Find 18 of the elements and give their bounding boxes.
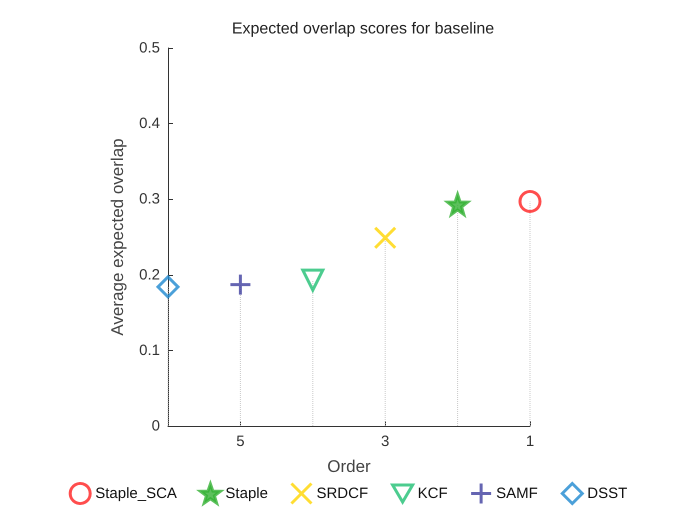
y-tick-label: 0 — [152, 418, 160, 434]
chart-title: Expected overlap scores for baseline — [232, 20, 494, 38]
legend-label: Staple — [225, 485, 268, 502]
legend-label: SRDCF — [316, 485, 368, 502]
x-axis-title: Order — [327, 457, 372, 476]
x-tick-label: 5 — [236, 433, 245, 450]
legend-label: SAMF — [496, 485, 538, 502]
y-axis-title: Average expected overlap — [108, 138, 127, 336]
x-tick-label: 3 — [381, 433, 390, 450]
legend-label: Staple_SCA — [95, 485, 177, 502]
x-tick-label: 1 — [526, 433, 534, 450]
legend-label: DSST — [587, 485, 628, 502]
y-tick-label: 0.4 — [139, 115, 160, 132]
y-tick-label: 0.2 — [139, 266, 160, 284]
y-tick-label: 0.1 — [139, 342, 160, 359]
y-tick-label: 0.3 — [139, 190, 160, 208]
legend-label: KCF — [418, 485, 448, 502]
y-tick-label: 0.5 — [139, 40, 160, 56]
